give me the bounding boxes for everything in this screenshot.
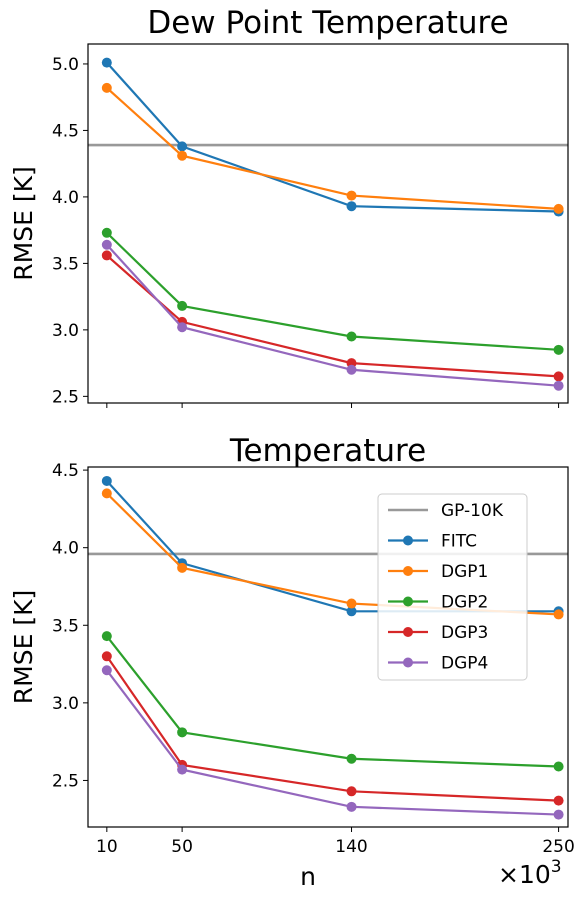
x-multiplier-label: ×103 — [498, 857, 562, 889]
legend-marker-dgp1 — [403, 566, 413, 576]
dew-point-series-dgp4-line — [106, 244, 559, 387]
dew-point-fitc-point — [101, 57, 112, 68]
temperature-series-dgp3-line — [105, 655, 559, 802]
temperature-y-tick-label: 3.0 — [52, 694, 79, 714]
temperature-dgp4-point — [553, 809, 564, 820]
temperature-dgp4-point — [177, 764, 188, 775]
legend-label-dgp3: DGP3 — [441, 623, 488, 643]
x-multiplier-exponent: 3 — [551, 857, 562, 877]
dew-point-series-dgp3-line — [106, 254, 559, 378]
legend-marker-dgp3 — [403, 627, 413, 637]
temperature-dgp1-point — [346, 598, 357, 609]
legend-marker-dgp4 — [403, 657, 413, 668]
temperature-x-tick-label: 10 — [96, 837, 118, 857]
temperature-dgp4-point — [346, 801, 357, 812]
temperature-y-tick-label: 2.5 — [52, 771, 79, 791]
dew-point-plot-frame — [87, 43, 569, 404]
temperature-plot-frame — [87, 466, 569, 828]
dew-point-title: Dew Point Temperature — [147, 5, 508, 41]
temperature-y-axis-label: RMSE [K] — [9, 590, 38, 704]
temperature-fitc-point — [101, 475, 112, 486]
temperature-dgp2-point — [346, 753, 357, 764]
dew-point-y-tick-label: 3.0 — [52, 321, 79, 341]
temperature-dgp1-point — [553, 609, 564, 620]
dew-point-y-tick-label: 4.5 — [52, 121, 79, 141]
dew-point-y-tick-label: 2.5 — [52, 387, 79, 407]
dew-point-dgp2-point — [553, 344, 564, 355]
x-axis-label: n — [300, 862, 316, 891]
temperature-panel: Temperature RMSE [K] 2.5 3.0 3.5 4.0 4.5 10 50 14… — [9, 433, 575, 857]
dew-point-series-fitc-line — [106, 61, 559, 213]
dew-point-dgp1-point — [177, 150, 188, 161]
temperature-dgp2-point — [101, 631, 112, 642]
temperature-y-tick-label: 3.5 — [52, 616, 79, 636]
temperature-x-tick-label: 250 — [542, 837, 574, 857]
dew-point-y-tick-label: 4.0 — [52, 188, 79, 208]
dew-point-series-dgp1-line — [106, 87, 559, 210]
legend-label-dgp2: DGP2 — [441, 593, 488, 613]
temperature-dgp3-point — [553, 795, 564, 806]
dew-point-dgp2-point — [177, 300, 188, 311]
dew-point-fitc-point — [346, 201, 357, 212]
dew-point-dgp1-point — [346, 190, 357, 201]
legend-label-gp-10k: GP-10K — [441, 501, 504, 521]
dew-point-fitc-point — [177, 141, 188, 152]
temperature-dgp3-point — [101, 651, 112, 662]
temperature-y-tick-label: 4.0 — [52, 539, 79, 559]
legend-label-fitc: FITC — [441, 532, 477, 552]
dew-point-y-tick-label: 3.5 — [52, 254, 79, 274]
legend-marker-fitc — [403, 535, 413, 546]
temperature-dgp3-point — [346, 786, 357, 797]
dew-point-panel: Dew Point Temperature RMSE [K] 2.5 3.0 3.5 4.… — [9, 5, 569, 408]
legend-box — [377, 493, 528, 681]
dew-point-dgp4-point — [346, 364, 357, 375]
dew-point-dgp3-point — [553, 371, 564, 382]
temperature-x-tick-label: 140 — [335, 837, 367, 857]
dew-point-dgp2-point — [101, 227, 112, 238]
dew-point-dgp1-point — [101, 82, 112, 93]
dew-point-dgp3-point — [101, 250, 112, 261]
dew-point-dgp4-point — [553, 380, 564, 391]
x-multiplier-base: ×10 — [498, 860, 551, 889]
legend-label-dgp4: DGP4 — [441, 654, 488, 674]
temperature-title: Temperature — [229, 433, 426, 469]
legend-label-dgp1: DGP1 — [441, 562, 488, 582]
temperature-dgp1-point — [177, 562, 188, 573]
temperature-dgp1-point — [101, 488, 112, 499]
dew-point-series-dgp2-line — [106, 232, 559, 351]
dew-point-dgp4-point — [101, 239, 112, 250]
legend-marker-dgp2 — [403, 596, 413, 607]
temperature-fitc-point — [346, 606, 357, 617]
temperature-y-tick-label: 4.5 — [52, 461, 79, 481]
temperature-dgp4-point — [101, 665, 112, 676]
dew-point-y-tick-label: 5.0 — [52, 55, 79, 75]
dew-point-dgp2-point — [346, 331, 357, 342]
temperature-series-dgp4-line — [105, 669, 559, 816]
temperature-dgp2-point — [553, 761, 564, 772]
temperature-series-dgp2-line — [105, 635, 559, 768]
dew-point-dgp4-point — [177, 322, 188, 333]
temperature-x-tick-label: 50 — [171, 837, 193, 857]
legend: GP-10K FITC DGP1 DGP2 DGP3 DGP4 — [377, 493, 528, 681]
dew-point-dgp1-point — [553, 203, 564, 214]
dew-point-y-axis-label: RMSE [K] — [9, 166, 38, 280]
temperature-dgp2-point — [177, 727, 188, 738]
